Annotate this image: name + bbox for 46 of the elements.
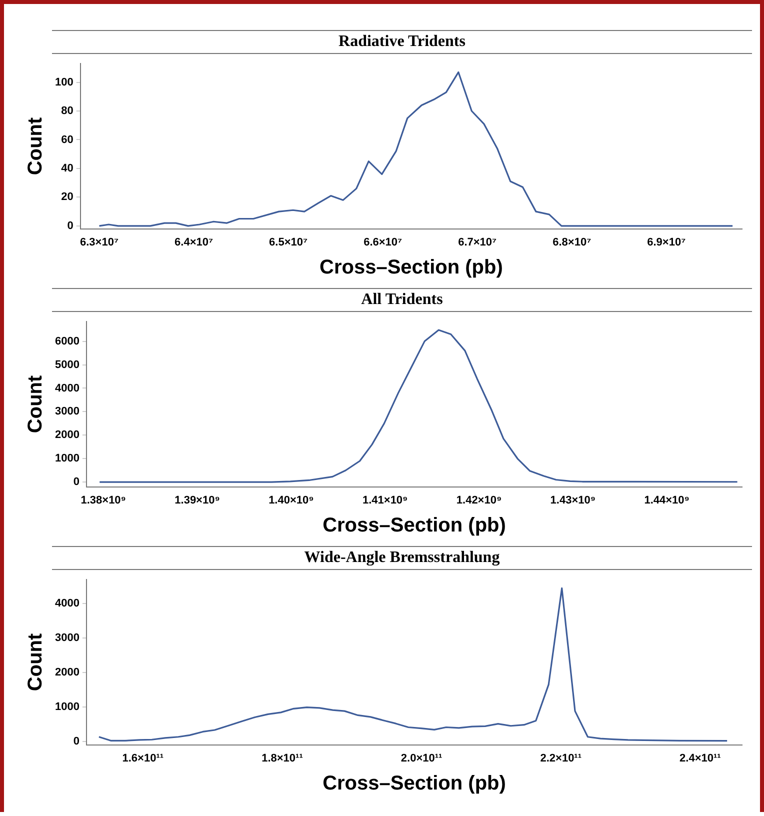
y-tick-label: 0 bbox=[67, 220, 74, 232]
x-tick-label: 6.5×10⁷ bbox=[269, 236, 308, 248]
x-axis-title: Cross–Section (pb) bbox=[319, 256, 503, 279]
y-tick-label: 4000 bbox=[54, 382, 80, 394]
y-tick-label: 2000 bbox=[54, 429, 80, 442]
x-tick-label: 1.40×10⁹ bbox=[268, 494, 314, 506]
x-tick-label: 1.41×10⁹ bbox=[362, 494, 408, 506]
chart-title: Wide-Angle Bremsstrahlung bbox=[52, 546, 752, 570]
x-tick-label: 6.8×10⁷ bbox=[552, 236, 592, 248]
x-tick-label: 2.0×10¹¹ bbox=[400, 752, 443, 764]
y-axis-title: Count bbox=[24, 632, 47, 692]
y-tick-label: 5000 bbox=[54, 358, 80, 371]
x-tick-label: 1.43×10⁹ bbox=[550, 494, 596, 506]
y-tick-label: 0 bbox=[73, 735, 80, 748]
chart-title: Radiative Tridents bbox=[52, 30, 752, 54]
y-tick-label: 4000 bbox=[54, 598, 80, 610]
y-tick-label: 60 bbox=[61, 134, 74, 146]
x-tick-label: 2.4×10¹¹ bbox=[680, 752, 722, 764]
x-tick-label: 6.3×10⁷ bbox=[80, 236, 119, 248]
x-tick-label: 1.42×10⁹ bbox=[456, 494, 502, 506]
y-tick-label: 6000 bbox=[54, 335, 80, 348]
x-tick-label: 6.7×10⁷ bbox=[458, 236, 498, 248]
x-tick-label: 1.44×10⁹ bbox=[644, 494, 690, 506]
x-tick-label: 6.9×10⁷ bbox=[647, 236, 686, 248]
y-tick-label: 1000 bbox=[54, 452, 80, 465]
y-tick-label: 3000 bbox=[54, 632, 80, 644]
y-tick-label: 20 bbox=[61, 191, 74, 204]
chart-title: All Tridents bbox=[52, 288, 752, 312]
y-tick-label: 1000 bbox=[54, 700, 80, 713]
x-tick-label: 6.6×10⁷ bbox=[364, 236, 403, 248]
x-axis-title: Cross–Section (pb) bbox=[322, 514, 506, 537]
y-axis-title: Count bbox=[24, 374, 47, 434]
x-tick-label: 1.8×10¹¹ bbox=[262, 752, 304, 764]
y-tick-label: 3000 bbox=[54, 406, 80, 418]
y-tick-label: 2000 bbox=[54, 666, 80, 679]
x-tick-label: 1.38×10⁹ bbox=[80, 494, 126, 506]
x-tick-label: 1.39×10⁹ bbox=[174, 494, 220, 506]
y-tick-label: 0 bbox=[73, 476, 80, 488]
y-axis-title: Count bbox=[24, 116, 47, 176]
x-axis-title: Cross–Section (pb) bbox=[322, 772, 506, 795]
y-tick-label: 80 bbox=[61, 105, 74, 118]
y-tick-label: 100 bbox=[54, 76, 74, 88]
x-tick-label: 6.4×10⁷ bbox=[174, 236, 214, 248]
x-tick-label: 2.2×10¹¹ bbox=[540, 752, 582, 764]
x-tick-label: 1.6×10¹¹ bbox=[122, 752, 164, 764]
y-tick-label: 40 bbox=[61, 162, 74, 174]
